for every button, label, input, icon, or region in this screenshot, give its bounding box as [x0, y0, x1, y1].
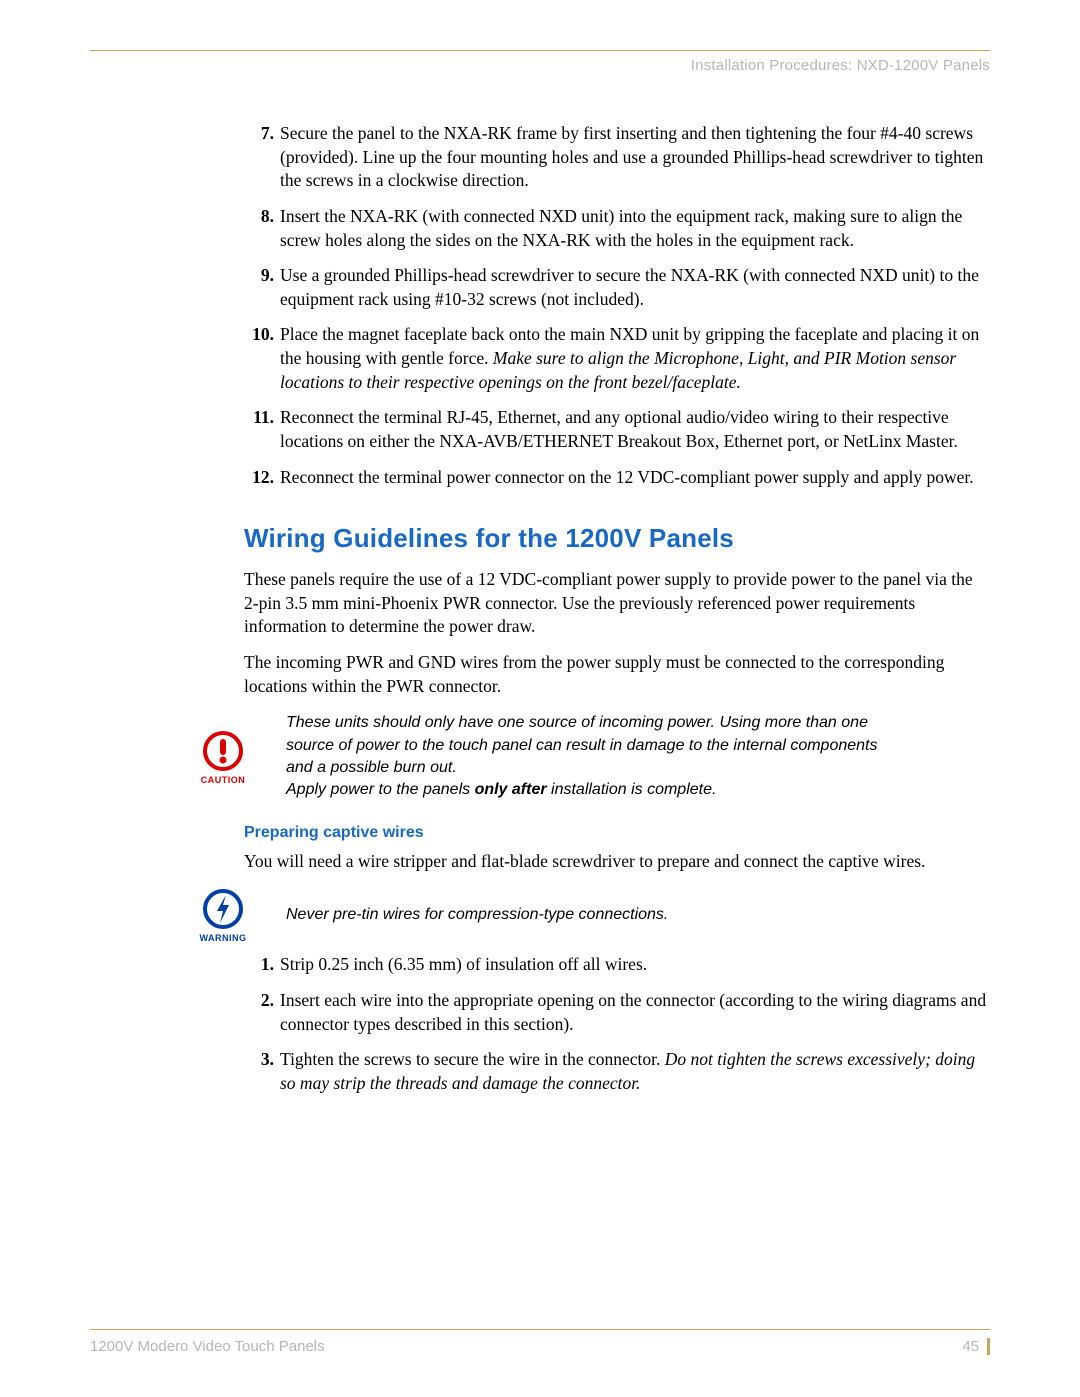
warning-note: WARNING Never pre-tin wires for compress…	[90, 887, 990, 943]
list-number: 8.	[244, 205, 274, 252]
caution-icon	[201, 729, 245, 773]
caution-note: CAUTION These units should only have one…	[90, 712, 990, 802]
wire-steps-list: 1. Strip 0.25 inch (6.35 mm) of insulati…	[244, 953, 990, 1095]
warning-icon	[201, 887, 245, 931]
caution-label: CAUTION	[201, 775, 246, 785]
list-item: 12. Reconnect the terminal power connect…	[244, 466, 990, 490]
footer-left: 1200V Modero Video Touch Panels	[90, 1338, 325, 1355]
page-footer: 1200V Modero Video Touch Panels 45	[90, 1329, 990, 1355]
body-paragraph: The incoming PWR and GND wires from the …	[244, 651, 990, 698]
section-heading: Wiring Guidelines for the 1200V Panels	[244, 523, 990, 554]
header-right: Installation Procedures: NXD-1200V Panel…	[90, 57, 990, 74]
list-number: 3.	[244, 1048, 274, 1095]
caution-line2c: installation is complete.	[547, 781, 717, 798]
list-text-a: Tighten the screws to secure the wire in…	[280, 1049, 665, 1069]
warning-icon-col: WARNING	[168, 887, 278, 943]
list-text: Use a grounded Phillips-head screwdriver…	[280, 264, 990, 311]
list-number: 7.	[244, 122, 274, 193]
caution-icon-col: CAUTION	[168, 729, 278, 785]
list-item: 1. Strip 0.25 inch (6.35 mm) of insulati…	[244, 953, 990, 977]
caution-line2a: Apply power to the panels	[286, 781, 475, 798]
list-item: 3. Tighten the screws to secure the wire…	[244, 1048, 990, 1095]
list-item: 8. Insert the NXA-RK (with connected NXD…	[244, 205, 990, 252]
list-item: 10. Place the magnet faceplate back onto…	[244, 323, 990, 394]
warning-text: Never pre-tin wires for compression-type…	[286, 904, 990, 926]
list-text: Insert the NXA-RK (with connected NXD un…	[280, 205, 990, 252]
list-number: 11.	[244, 406, 274, 453]
list-item: 7. Secure the panel to the NXA-RK frame …	[244, 122, 990, 193]
list-text: Reconnect the terminal RJ-45, Ethernet, …	[280, 406, 990, 453]
list-number: 2.	[244, 989, 274, 1036]
list-text: Tighten the screws to secure the wire in…	[280, 1048, 990, 1095]
list-text: Place the magnet faceplate back onto the…	[280, 323, 990, 394]
list-number: 10.	[244, 323, 274, 394]
list-text: Secure the panel to the NXA-RK frame by …	[280, 122, 990, 193]
list-number: 9.	[244, 264, 274, 311]
list-item: 2. Insert each wire into the appropriate…	[244, 989, 990, 1036]
list-text: Strip 0.25 inch (6.35 mm) of insulation …	[280, 953, 647, 977]
list-text: Reconnect the terminal power connector o…	[280, 466, 974, 490]
list-number: 1.	[244, 953, 274, 977]
install-steps-list: 7. Secure the panel to the NXA-RK frame …	[244, 122, 990, 489]
list-number: 12.	[244, 466, 274, 490]
list-item: 9. Use a grounded Phillips-head screwdri…	[244, 264, 990, 311]
subsection-heading: Preparing captive wires	[244, 824, 990, 842]
page-number: 45	[962, 1338, 990, 1355]
list-text: Insert each wire into the appropriate op…	[280, 989, 990, 1036]
caution-line1: These units should only have one source …	[286, 714, 877, 776]
warning-label: WARNING	[200, 933, 247, 943]
caution-text: These units should only have one source …	[286, 712, 990, 802]
caution-bold: only after	[475, 781, 547, 798]
body-paragraph: You will need a wire stripper and flat-b…	[244, 850, 990, 874]
list-item: 11. Reconnect the terminal RJ-45, Ethern…	[244, 406, 990, 453]
header-rule	[90, 50, 990, 51]
body-paragraph: These panels require the use of a 12 VDC…	[244, 568, 990, 639]
